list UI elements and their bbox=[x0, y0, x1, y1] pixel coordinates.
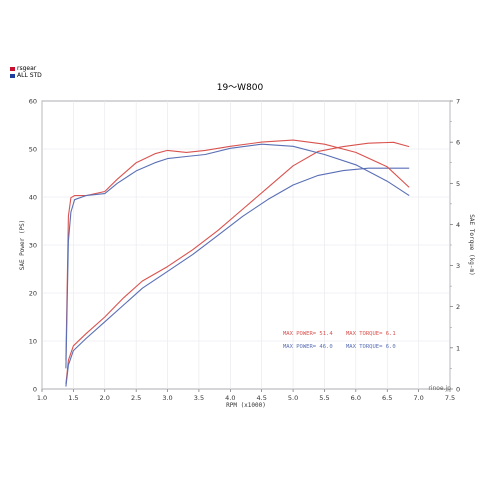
legend-item-rsgear: rsgear bbox=[10, 65, 42, 72]
y-right-tick-label: 3 bbox=[456, 262, 460, 270]
max-annotation: MAX TORQUE= 6.1 bbox=[346, 331, 396, 337]
y-right-tick-label: 7 bbox=[456, 98, 460, 106]
y-left-tick-label: 60 bbox=[29, 98, 37, 106]
x-tick-label: 1.0 bbox=[37, 394, 47, 402]
x-tick-label: 2.0 bbox=[100, 394, 110, 402]
x-tick-label: 2.5 bbox=[131, 394, 141, 402]
y-left-tick-label: 50 bbox=[29, 146, 37, 154]
max-annotation: MAX POWER= 46.0 bbox=[283, 344, 333, 350]
x-tick-label: 7.0 bbox=[413, 394, 423, 402]
y-right-tick-label: 5 bbox=[456, 180, 460, 188]
rsgear-power-line bbox=[65, 141, 410, 385]
y-right-tick-label: 0 bbox=[456, 386, 460, 394]
y-left-tick-label: 20 bbox=[29, 290, 37, 298]
max-annotation: MAX POWER= 51.4 bbox=[283, 331, 333, 337]
chart-title: 19～W800 bbox=[216, 83, 264, 93]
y-axis-label-right: SAE Torque (kg-m) bbox=[468, 214, 475, 275]
legend-label-rsgear: rsgear bbox=[17, 65, 37, 72]
y-left-tick-label: 30 bbox=[29, 242, 37, 250]
max-annotation: MAX TORQUE= 6.0 bbox=[346, 344, 396, 350]
y-left-tick-label: 0 bbox=[33, 386, 37, 394]
x-tick-label: 1.5 bbox=[68, 394, 78, 402]
x-tick-label: 3.5 bbox=[194, 394, 204, 402]
x-tick-label: 5.5 bbox=[319, 394, 329, 402]
y-right-tick-label: 6 bbox=[456, 139, 460, 147]
watermark: rinoe.jp bbox=[428, 385, 451, 392]
x-axis-label: RPM (x1000) bbox=[226, 402, 266, 409]
x-tick-label: 5.0 bbox=[288, 394, 298, 402]
y-right-tick-label: 1 bbox=[456, 344, 460, 352]
x-tick-label: 3.0 bbox=[162, 394, 172, 402]
x-tick-label: 4.5 bbox=[257, 394, 267, 402]
legend-item-all-std: ALL STD bbox=[10, 72, 42, 79]
y-left-tick-label: 10 bbox=[29, 338, 37, 346]
y-right-tick-label: 4 bbox=[456, 221, 460, 229]
y-axis-label-left: SAE Power (PS) bbox=[19, 220, 26, 271]
x-tick-label: 6.5 bbox=[382, 394, 392, 402]
y-left-tick-label: 40 bbox=[29, 194, 37, 202]
legend-swatch-all-std bbox=[10, 73, 15, 78]
legend-label-all-std: ALL STD bbox=[17, 72, 42, 79]
all-std-power-line bbox=[65, 167, 410, 387]
x-tick-label: 4.0 bbox=[225, 394, 235, 402]
y-right-tick-label: 2 bbox=[456, 303, 460, 311]
rsgear-torque-line bbox=[65, 139, 410, 361]
legend-swatch-rsgear bbox=[10, 66, 15, 71]
legend: rsgear ALL STD bbox=[10, 65, 42, 79]
x-tick-label: 7.5 bbox=[445, 394, 455, 402]
all-std-torque-line bbox=[65, 143, 410, 369]
x-tick-label: 6.0 bbox=[351, 394, 361, 402]
